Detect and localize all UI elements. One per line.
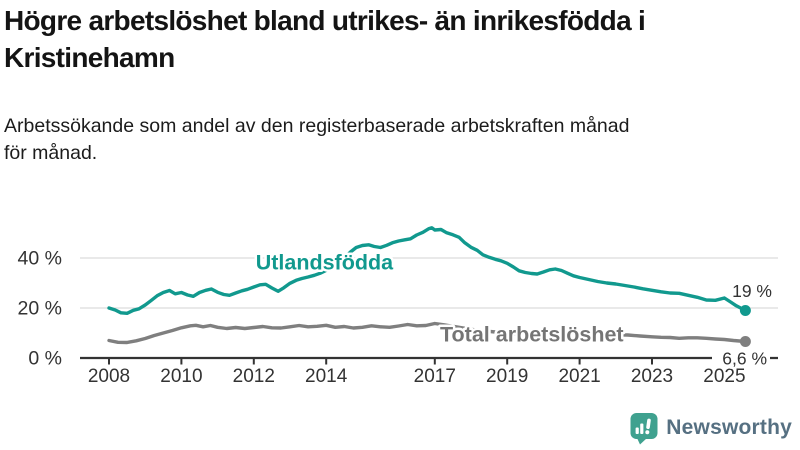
page-title: Högre arbetslöshet bland utrikes- än inr… xyxy=(4,3,646,77)
y-tick-label-0: 0 % xyxy=(28,348,62,370)
x-tick-label-2021: 2021 xyxy=(558,366,600,387)
end-value-label-total-arbetsloshet: 6,6 % xyxy=(722,349,767,369)
chart-subtitle-line-2: för månad. xyxy=(4,142,98,165)
chart-subtitle-line-1: Arbetssökande som andel av den registerb… xyxy=(4,115,630,137)
series-label-utlandsfodda: Utlandsfödda xyxy=(256,251,394,275)
page-title-line-2: Kristinehamn xyxy=(4,41,175,73)
brand-footer: Newsworthy xyxy=(630,411,792,445)
y-tick-label-20: 20 % xyxy=(18,298,62,320)
series-end-dot-utlandsfodda xyxy=(739,305,751,316)
unemployment-line-chart: 2008 2010 2012 2014 2017 2019 2021 2023 2025 0 % 2… xyxy=(18,226,778,387)
x-tick-label-2012: 2012 xyxy=(233,366,275,387)
newsworthy-logo-icon xyxy=(630,413,658,445)
x-tick-label-2017: 2017 xyxy=(414,366,456,387)
x-tick-label-2025: 2025 xyxy=(703,366,745,387)
x-tick-label-2019: 2019 xyxy=(486,366,528,387)
x-tick-label-2008: 2008 xyxy=(88,366,130,387)
chart-subtitle: Arbetssökande som andel av den registerb… xyxy=(4,113,629,168)
newsworthy-brand-name: Newsworthy xyxy=(666,416,792,439)
x-tick-label-2023: 2023 xyxy=(631,366,673,387)
series-end-dot-total-arbetsloshet xyxy=(739,336,751,347)
page-title-line-1: Högre arbetslöshet bland utrikes- än inr… xyxy=(4,5,646,36)
series-line-utlandsfodda xyxy=(107,226,748,316)
series-label-total-arbetsloshet: Total arbetslöshet xyxy=(440,323,624,347)
axis-label-mask xyxy=(712,349,770,367)
x-tick-label-2014: 2014 xyxy=(305,366,348,387)
series-line-total-arbetsloshet xyxy=(107,321,748,345)
y-tick-label-40: 40 % xyxy=(18,248,62,270)
end-value-label-utlandsfodda: 19 % xyxy=(732,281,772,301)
x-tick-label-2010: 2010 xyxy=(160,366,202,387)
